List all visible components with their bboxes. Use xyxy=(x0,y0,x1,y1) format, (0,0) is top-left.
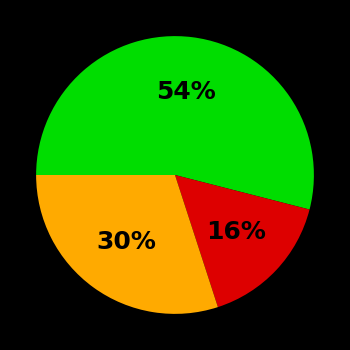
Text: 54%: 54% xyxy=(155,80,215,104)
Wedge shape xyxy=(36,36,314,210)
Text: 30%: 30% xyxy=(96,230,156,254)
Wedge shape xyxy=(36,175,218,314)
Text: 16%: 16% xyxy=(206,220,266,244)
Wedge shape xyxy=(175,175,309,307)
